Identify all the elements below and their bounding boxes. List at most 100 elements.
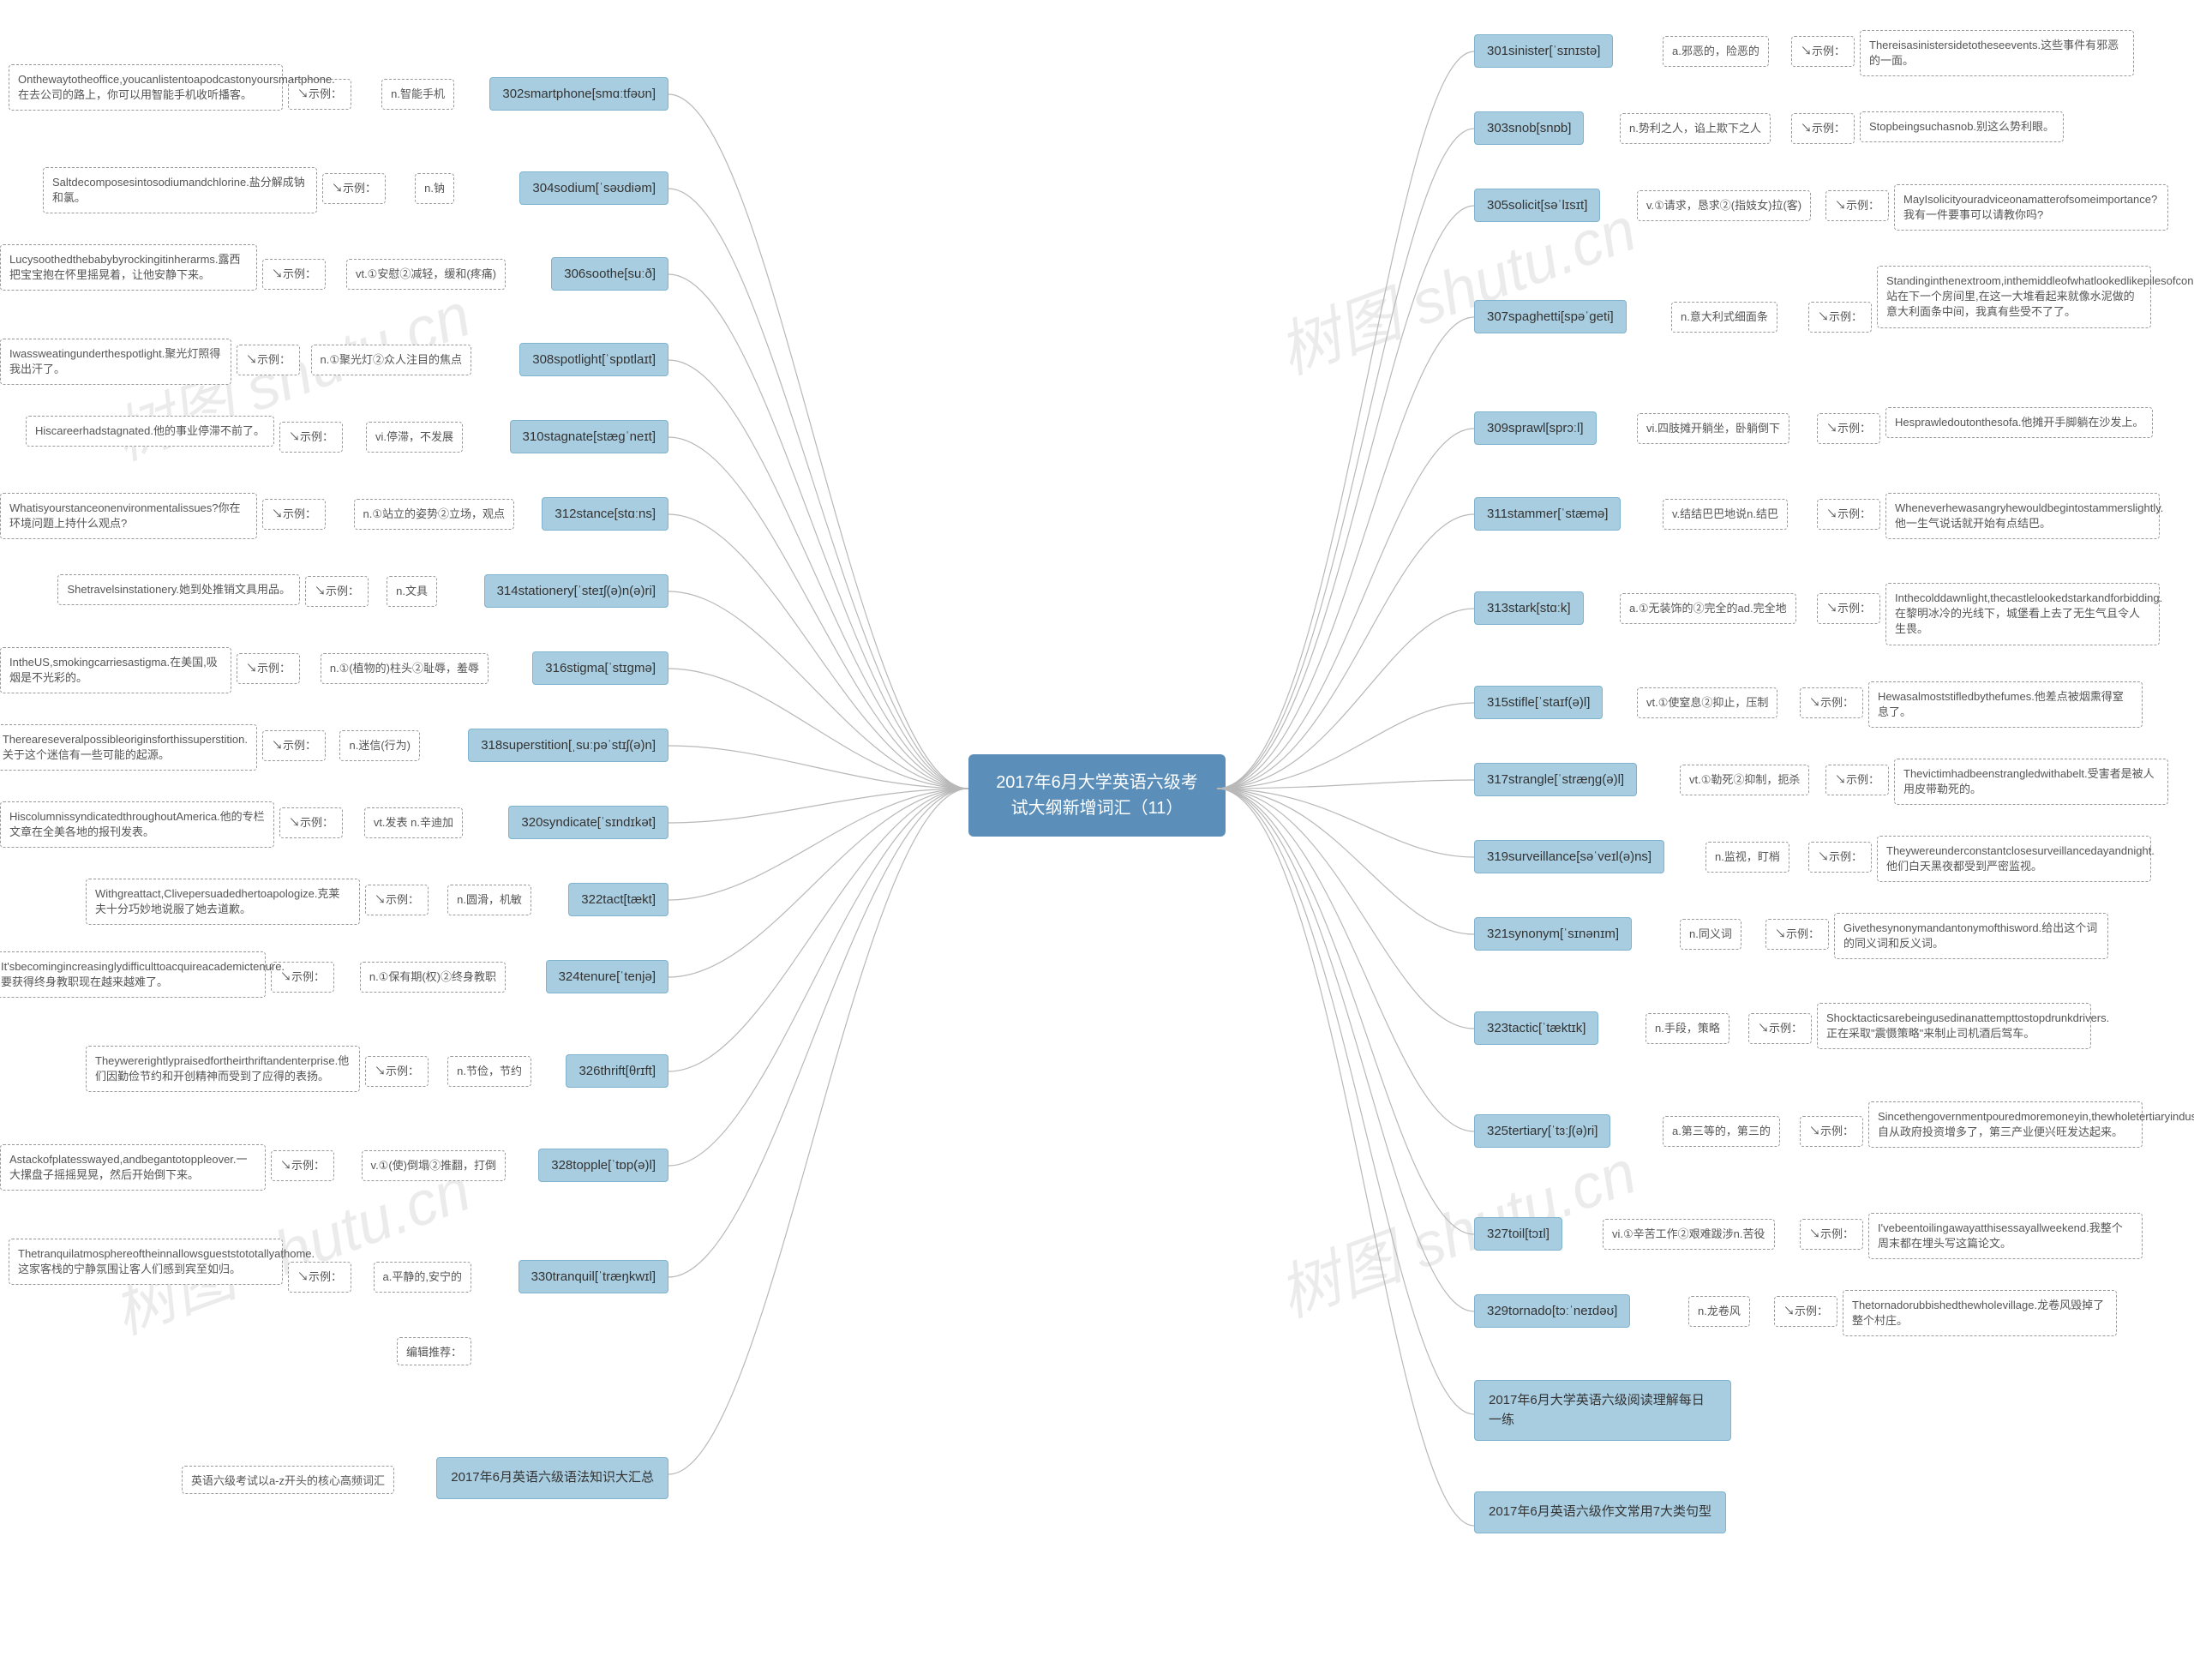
example-sentence: Hewasalmoststifledbythefumes.他差点被烟熏得窒息了。 <box>1868 681 2143 728</box>
related-link[interactable]: 2017年6月英语六级作文常用7大类句型 <box>1474 1491 1726 1533</box>
definition: v.结结巴巴地说n.结巴 <box>1663 499 1788 530</box>
word-node: 315stifle[ˈstaɪf(ə)l] <box>1474 686 1603 719</box>
example-sentence: Theywereunderconstantclosesurveillanceda… <box>1877 836 2151 882</box>
definition: vt.①使窒息②抑止，压制 <box>1637 687 1777 718</box>
word-node: 327toil[tɔɪl] <box>1474 1217 1562 1251</box>
example-label: ↘示例： <box>1817 413 1880 444</box>
word-node: 311stammer[ˈstæmə] <box>1474 497 1621 531</box>
example-sentence: Thetornadorubbishedthewholevillage.龙卷风毁掉… <box>1843 1290 2117 1336</box>
example-sentence: Stopbeingsuchasnob.别这么势利眼。 <box>1860 111 2064 142</box>
example-sentence: Onthewaytotheoffice,youcanlistentoapodca… <box>9 64 283 111</box>
definition: vt.①安慰②减轻，缓和(疼痛) <box>346 259 506 290</box>
definition: n.势利之人，谄上欺下之人 <box>1620 113 1771 144</box>
example-label: ↘示例： <box>1800 1116 1863 1147</box>
example-label: ↘示例： <box>365 1056 429 1087</box>
editor-recommend-label: 编辑推荐： <box>397 1337 471 1365</box>
example-sentence: Thetranquilatmosphereoftheinnallowsguest… <box>9 1239 283 1285</box>
word-node: 310stagnate[stægˈneɪt] <box>510 420 668 453</box>
example-label: ↘示例： <box>1800 687 1863 718</box>
definition: n.①保有期(权)②终身教职 <box>360 962 506 993</box>
word-node: 309sprawl[sprɔːl] <box>1474 411 1597 445</box>
definition: vi.停滞，不发展 <box>366 422 463 453</box>
example-label: ↘示例： <box>1825 765 1889 795</box>
definition: n.监视，盯梢 <box>1705 842 1789 873</box>
word-node: 321synonym[ˈsɪnənɪm] <box>1474 917 1632 951</box>
related-link[interactable]: 2017年6月英语六级语法知识大汇总 <box>436 1457 668 1499</box>
example-sentence: Lucysoothedthebabybyrockingitinherarms.露… <box>0 244 257 291</box>
example-label: ↘示例： <box>1774 1296 1837 1327</box>
word-node: 325tertiary[ˈtɜːʃ(ə)ri] <box>1474 1114 1610 1148</box>
example-label: ↘示例： <box>1765 919 1829 950</box>
definition: n.钠 <box>415 173 454 204</box>
example-label: ↘示例： <box>271 1150 334 1181</box>
word-node: 324tenure[ˈtenjə] <box>546 960 668 993</box>
word-node: 319surveillance[səˈveɪl(ə)ns] <box>1474 840 1664 873</box>
example-sentence: Thereisasinistersidetotheseevents.这些事件有邪… <box>1860 30 2134 76</box>
definition: n.圆滑，机敏 <box>447 885 531 915</box>
definition: n.①站立的姿势②立场，观点 <box>354 499 515 530</box>
example-sentence: MayIsolicityouradviceonamatterofsomeimpo… <box>1894 184 2168 231</box>
definition: n.文具 <box>387 576 437 607</box>
word-node: 301sinister[ˈsɪnɪstə] <box>1474 34 1613 68</box>
word-node: 304sodium[ˈsəʊdiəm] <box>519 171 668 205</box>
connector-lines <box>0 0 2194 1680</box>
example-label: ↘示例： <box>305 576 369 607</box>
word-node: 314stationery[ˈsteɪʃ(ə)n(ə)ri] <box>484 574 668 608</box>
word-node: 320syndicate[ˈsɪndɪkət] <box>508 806 668 839</box>
definition: n.节俭，节约 <box>447 1056 531 1087</box>
example-label: ↘示例： <box>262 730 326 761</box>
word-node: 306soothe[suːð] <box>551 257 668 291</box>
example-sentence: Hiscareerhadstagnated.他的事业停滞不前了。 <box>26 416 274 447</box>
word-node: 322tact[tækt] <box>568 883 668 916</box>
example-sentence: Givethesynonymandantonymofthisword.给出这个词… <box>1834 913 2108 959</box>
example-sentence: Inthecolddawnlight,thecastlelookedstarka… <box>1885 583 2160 645</box>
example-label: ↘示例： <box>279 422 343 453</box>
example-label: ↘示例： <box>1808 302 1872 333</box>
example-sentence: Shetravelsinstationery.她到处推销文具用品。 <box>57 574 300 605</box>
definition: n.手段，策略 <box>1646 1013 1729 1044</box>
definition: v.①请求，恳求②(指妓女)拉(客) <box>1637 190 1811 221</box>
word-node: 316stigma[ˈstɪgmə] <box>532 651 668 685</box>
example-label: ↘示例： <box>1817 593 1880 624</box>
example-label: ↘示例： <box>1800 1219 1863 1250</box>
example-sentence: Saltdecomposesintosodiumandchlorine.盐分解成… <box>43 167 317 213</box>
example-sentence: Withgreattact,Clivepersuadedhertoapologi… <box>86 879 360 925</box>
example-sentence: Wheneverhewasangryhewouldbegintostammers… <box>1885 493 2160 539</box>
center-title: 2017年6月大学英语六级考试大纲新增词汇（11） <box>968 754 1226 837</box>
example-label: ↘示例： <box>262 499 326 530</box>
word-node: 305solicit[səˈlɪsɪt] <box>1474 189 1600 222</box>
example-label: ↘示例： <box>1825 190 1889 221</box>
definition: n.①聚光灯②众人注目的焦点 <box>311 345 472 375</box>
definition: vi.①辛苦工作②艰难跋涉n.苦役 <box>1603 1219 1775 1250</box>
example-sentence: It'sbecomingincreasinglydifficulttoacqui… <box>0 951 266 998</box>
definition: a.第三等的，第三的 <box>1663 1116 1780 1147</box>
example-sentence: Sincethengovernmentpouredmoremoneyin,the… <box>1868 1101 2143 1148</box>
definition: n.意大利式细面条 <box>1671 302 1777 333</box>
word-node: 307spaghetti[spəˈgeti] <box>1474 300 1627 333</box>
definition: n.同义词 <box>1680 919 1741 950</box>
word-node: 313stark[stɑːk] <box>1474 591 1584 625</box>
word-node: 303snob[snɒb] <box>1474 111 1584 145</box>
definition: a.①无装饰的②完全的ad.完全地 <box>1620 593 1796 624</box>
example-label: ↘示例： <box>288 1262 351 1293</box>
definition: v.①(使)倒塌②推翻，打倒 <box>362 1150 506 1181</box>
definition: n.龙卷风 <box>1688 1296 1750 1327</box>
example-label: ↘示例： <box>237 653 300 684</box>
example-label: ↘示例： <box>279 807 343 838</box>
word-node: 329tornado[tɔːˈneɪdəʊ] <box>1474 1294 1630 1328</box>
word-node: 326thrift[θrɪft] <box>566 1054 668 1088</box>
word-node: 312stance[stɑːns] <box>542 497 668 531</box>
example-label: ↘示例： <box>1791 113 1855 144</box>
example-sentence: Shocktacticsarebeingusedinanattempttosto… <box>1817 1003 2091 1049</box>
example-label: ↘示例： <box>1817 499 1880 530</box>
related-link[interactable]: 2017年6月大学英语六级阅读理解每日一练 <box>1474 1380 1731 1441</box>
example-sentence: Thevictimhadbeenstrangledwithabelt.受害者是被… <box>1894 759 2168 805</box>
word-node: 317strangle[ˈstræŋg(ə)l] <box>1474 763 1637 796</box>
example-sentence: Astackofplatesswayed,andbegantotoppleove… <box>0 1144 266 1191</box>
related-link-sub: 英语六级考试以a-z开头的核心高频词汇 <box>182 1466 394 1494</box>
word-node: 328topple[ˈtɒp(ə)l] <box>538 1149 668 1182</box>
example-label: ↘示例： <box>262 259 326 290</box>
definition: a.平静的,安宁的 <box>374 1262 471 1293</box>
example-sentence: I'vebeentoilingawayatthisessayallweekend… <box>1868 1213 2143 1259</box>
example-sentence: IntheUS,smokingcarriesastigma.在美国,吸烟是不光彩… <box>0 647 231 693</box>
